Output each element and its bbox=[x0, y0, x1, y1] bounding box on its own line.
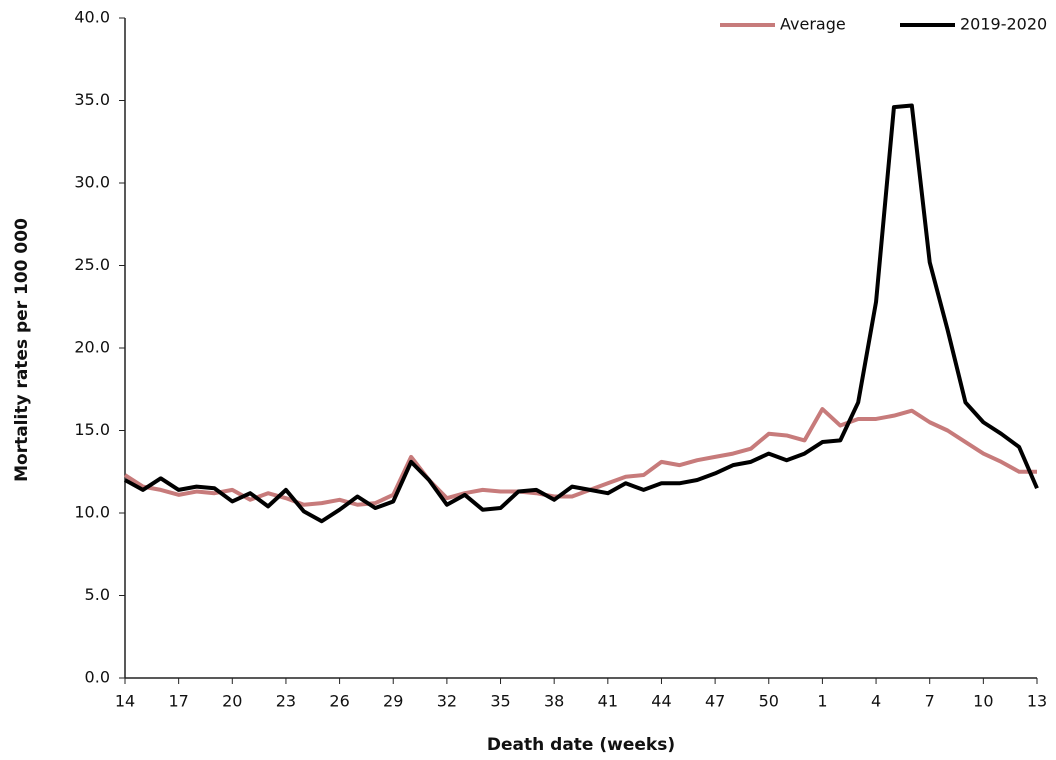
x-tick-label: 1 bbox=[817, 692, 827, 711]
x-tick-label: 20 bbox=[222, 692, 242, 711]
y-axis-title: Mortality rates per 100 000 bbox=[12, 218, 32, 482]
legend-label: Average bbox=[780, 15, 846, 34]
x-tick-label: 50 bbox=[759, 692, 779, 711]
y-tick-label: 0.0 bbox=[85, 668, 110, 687]
x-tick-label: 35 bbox=[490, 692, 510, 711]
x-tick-label: 29 bbox=[383, 692, 403, 711]
x-tick-label: 14 bbox=[115, 692, 135, 711]
x-tick-label: 10 bbox=[973, 692, 993, 711]
x-tick-label: 7 bbox=[925, 692, 935, 711]
series-line bbox=[123, 407, 1037, 507]
legend-label: 2019-2020 bbox=[960, 15, 1047, 34]
x-tick-label: 44 bbox=[651, 692, 671, 711]
x-tick-label: 47 bbox=[705, 692, 725, 711]
x-tick-label: 4 bbox=[871, 692, 881, 711]
y-tick-label: 35.0 bbox=[74, 90, 110, 109]
x-tick-label: 41 bbox=[598, 692, 618, 711]
x-tick-label: 13 bbox=[1027, 692, 1047, 711]
y-tick-label: 15.0 bbox=[74, 420, 110, 439]
y-tick-label: 30.0 bbox=[74, 173, 110, 192]
x-tick-label: 32 bbox=[437, 692, 457, 711]
x-tick-label: 23 bbox=[276, 692, 296, 711]
x-tick-label: 38 bbox=[544, 692, 564, 711]
x-axis-title: Death date (weeks) bbox=[487, 735, 675, 755]
y-tick-label: 25.0 bbox=[74, 255, 110, 274]
x-tick-label: 17 bbox=[168, 692, 188, 711]
series-line bbox=[124, 103, 1039, 524]
y-tick-label: 20.0 bbox=[74, 338, 110, 357]
y-tick-label: 5.0 bbox=[85, 585, 110, 604]
y-tick-label: 40.0 bbox=[74, 8, 110, 27]
y-tick-label: 10.0 bbox=[74, 503, 110, 522]
x-tick-label: 26 bbox=[329, 692, 349, 711]
